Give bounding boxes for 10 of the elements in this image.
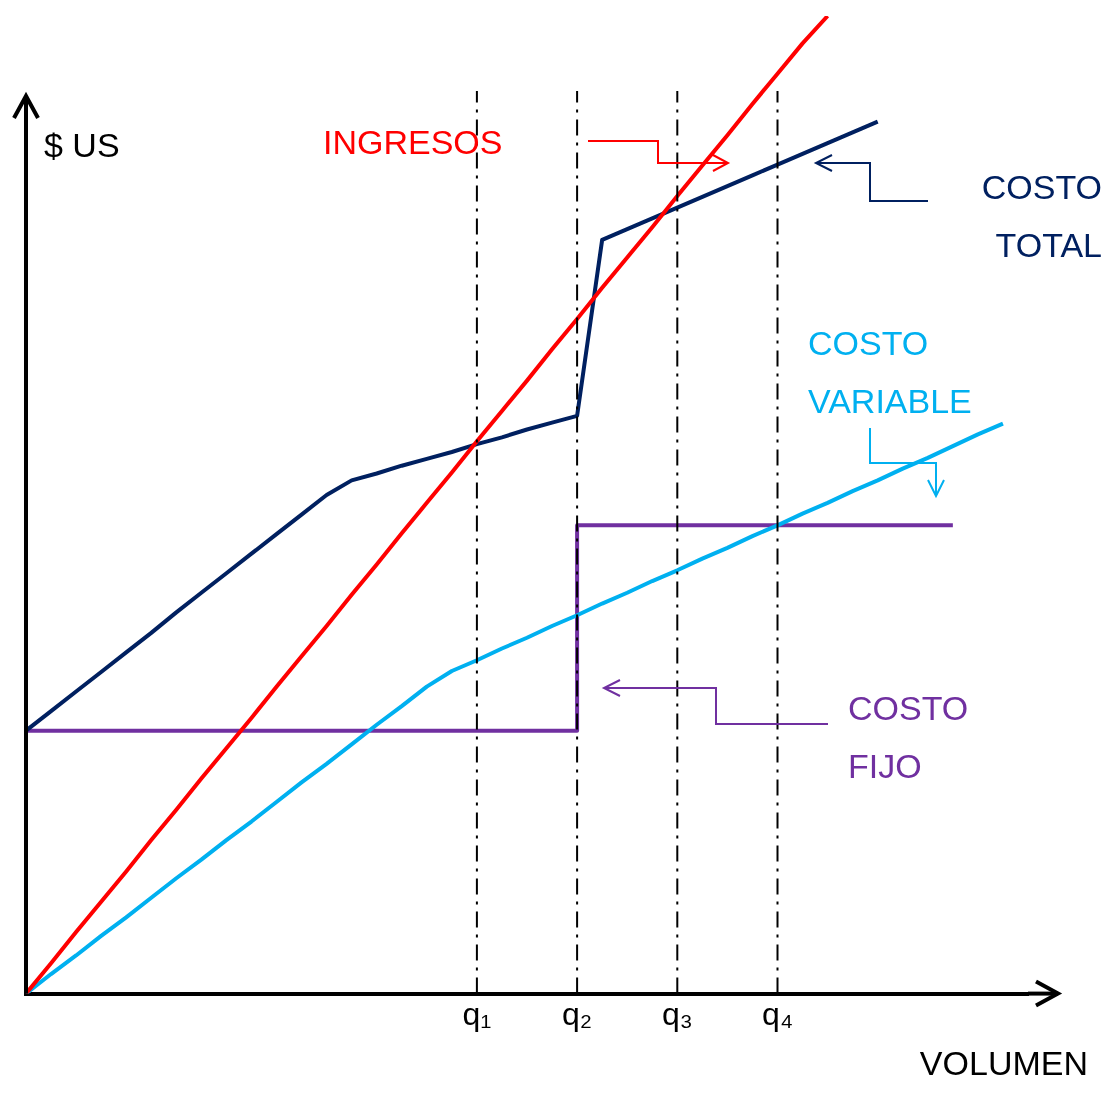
text: COSTO FIJO bbox=[848, 689, 969, 786]
x-tick-label: q₁ bbox=[462, 995, 492, 1032]
x-tick-label: q₃ bbox=[661, 995, 693, 1032]
x-tick-label: q₄ bbox=[762, 995, 793, 1032]
x-axis-title: VOLUMEN bbox=[919, 1044, 1088, 1083]
text: INGRESOS bbox=[323, 123, 503, 162]
y-axis-title: $ US bbox=[44, 126, 120, 165]
legend-label: COSTO TOTAL bbox=[981, 168, 1102, 265]
x-tick-label: q₂ bbox=[561, 995, 593, 1032]
series-label: COSTO VARIABLE bbox=[808, 324, 972, 421]
